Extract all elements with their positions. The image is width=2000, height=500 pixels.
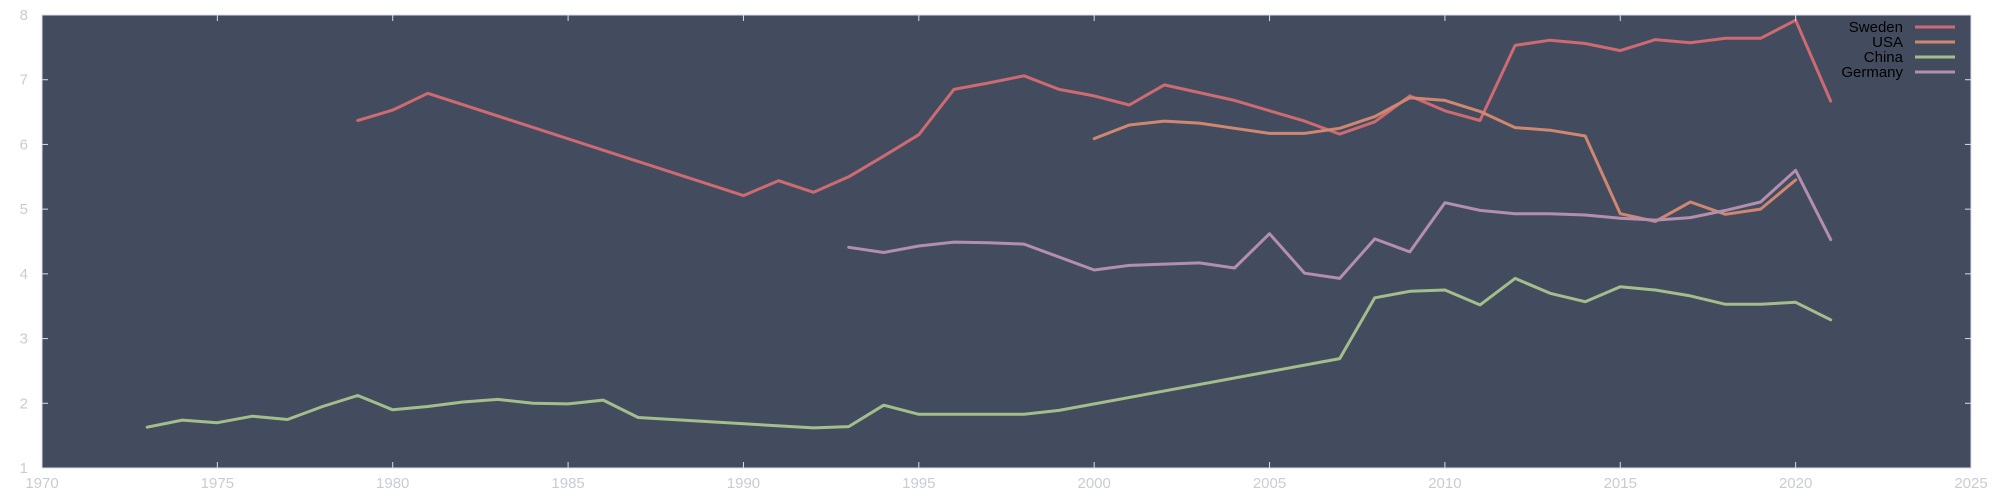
legend-label-sweden: Sweden xyxy=(1849,19,1903,36)
plot-frame xyxy=(41,14,1972,469)
series-line-sweden xyxy=(356,18,1833,198)
x-tick-label: 1975 xyxy=(201,475,234,492)
x-tick-label: 1970 xyxy=(25,475,58,492)
series-line-china xyxy=(145,276,1833,430)
series-line-usa xyxy=(1092,96,1798,223)
x-tick-label: 2025 xyxy=(1954,475,1987,492)
y-tick-label: 6 xyxy=(20,136,28,153)
x-tick-label: 2005 xyxy=(1253,475,1286,492)
x-tick-label: 1995 xyxy=(902,475,935,492)
y-tick-label: 2 xyxy=(20,395,28,412)
x-tick-label: 1985 xyxy=(551,475,584,492)
y-tick-label: 5 xyxy=(20,201,28,218)
y-tick-label: 1 xyxy=(20,460,28,477)
y-tick-label: 8 xyxy=(20,7,28,24)
axis-layer: 1970 1975 1980 1985 1990 1995 2000 2005 2010 2015… xyxy=(20,7,1988,492)
legend-label-china: China xyxy=(1864,49,1904,66)
x-tick-label: 2000 xyxy=(1077,475,1110,492)
series-line-germany xyxy=(847,168,1833,280)
y-tick-label: 7 xyxy=(20,72,28,89)
series-layer xyxy=(145,18,1833,430)
legend-label-usa: USA xyxy=(1872,34,1903,51)
y-tick-label: 4 xyxy=(20,266,28,283)
x-tick-label: 2020 xyxy=(1779,475,1812,492)
plot-background xyxy=(42,15,1971,468)
y-tick-label: 3 xyxy=(20,331,28,348)
x-tick-label: 1990 xyxy=(727,475,760,492)
x-tick-label: 1980 xyxy=(376,475,409,492)
legend-label-germany: Germany xyxy=(1841,64,1903,81)
x-tick-label: 2010 xyxy=(1428,475,1461,492)
x-tick-label: 2015 xyxy=(1604,475,1637,492)
